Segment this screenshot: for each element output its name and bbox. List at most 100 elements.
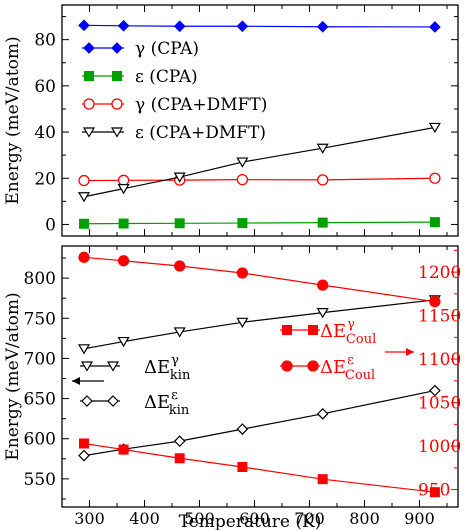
top-series-line [83, 126, 436, 198]
legend-label: ε (CPA) [135, 67, 198, 87]
top-data-point [317, 174, 329, 186]
top-data-point [77, 192, 91, 203]
legend-marker [111, 42, 123, 54]
bottom-legend-label: ΔEε kin [144, 388, 190, 418]
legend-label: γ (CPA) [135, 39, 199, 59]
bottom-data-point [79, 438, 89, 449]
bottom-data-point [316, 308, 329, 319]
top-y-tick-label: 60 [34, 77, 56, 97]
top-y-axis-label: Energy (meV/atom) [3, 36, 23, 204]
top-data-point [118, 218, 129, 229]
top-series-line [83, 177, 435, 182]
top-data-point [236, 20, 249, 33]
bottom-data-point [117, 255, 130, 267]
right-y-tick-label: 1200 [418, 263, 461, 283]
bottom-data-point [173, 327, 186, 338]
x-tick-label: 900 [404, 509, 435, 528]
legend-marker [82, 127, 96, 138]
bottom-data-point [117, 336, 130, 348]
bottom-series-line [83, 256, 435, 303]
legend-marker [84, 71, 94, 81]
bottom-y-tick-label: 600 [24, 430, 56, 450]
top-data-point [117, 184, 130, 195]
bottom-data-point [77, 344, 91, 355]
bottom-data-point [429, 384, 441, 397]
top-panel: 0 20 40 60 80 Energy (meV/atom) γ (CPA) ε (CPA)… [3, 4, 459, 237]
bottom-y-tick-label: 700 [24, 349, 56, 369]
legend-marker [83, 42, 95, 54]
bottom-legend-marker [281, 360, 293, 372]
x-tick-label: 300 [74, 509, 105, 528]
top-data-point [428, 122, 441, 134]
top-data-point [317, 217, 328, 228]
legend-label: γ (CPA+DMFT) [135, 95, 267, 115]
bottom-legend-marker [308, 325, 318, 335]
legend-marker [111, 98, 123, 110]
bottom-y-tick-label: 650 [24, 390, 56, 410]
bottom-y-axis-label: Energy (meV/atom) [3, 292, 23, 460]
top-data-point [316, 20, 329, 33]
bottom-data-point [118, 444, 129, 455]
top-data-point [117, 19, 130, 32]
top-data-point [316, 143, 329, 154]
x-tick-label: 700 [294, 509, 325, 528]
top-series-line [83, 221, 435, 225]
right-y-tick-label: 1150 [418, 307, 461, 327]
bottom-data-point [78, 449, 90, 462]
right-axis-arrow-head [406, 348, 414, 356]
bottom-plot-frame [61, 245, 459, 508]
bottom-data-point [429, 296, 441, 308]
bottom-legend-marker [282, 325, 292, 335]
top-series-line [83, 24, 435, 28]
bottom-y-tick-label: 800 [24, 269, 56, 289]
bottom-data-point [236, 317, 249, 328]
bottom-data-point [236, 267, 249, 279]
top-data-point [117, 174, 130, 186]
bottom-data-point [78, 251, 90, 263]
bottom-series-line [83, 442, 435, 493]
bottom-data-point [174, 453, 185, 464]
bottom-legend-label: ΔEε Coul [320, 353, 375, 383]
top-y-tick-label: 40 [34, 123, 56, 143]
legend-marker [110, 127, 124, 138]
bottom-legend-label: ΔEγ kin [144, 353, 191, 383]
bottom-series-line [83, 389, 436, 457]
bottom-y-tick-label: 750 [24, 309, 56, 329]
bottom-legend-marker [106, 361, 120, 372]
x-tick-label: 600 [239, 509, 270, 528]
bottom-legend-marker [307, 360, 319, 372]
bottom-legend-label: ΔEγ Coul [320, 317, 376, 347]
bottom-legend-marker [80, 361, 94, 372]
x-axis-label: Temperature (K) [179, 512, 322, 530]
bottom-data-point [317, 279, 329, 291]
x-tick-label: 800 [349, 509, 380, 528]
top-data-point [173, 20, 186, 33]
bottom-legend-marker [81, 395, 93, 407]
x-tick-label: 400 [129, 509, 160, 528]
x-tick-label: 500 [184, 509, 215, 528]
bottom-data-point [236, 423, 249, 435]
top-data-point [78, 174, 90, 187]
right-y-tick-label: 1000 [418, 437, 461, 457]
top-data-point [78, 19, 90, 32]
top-data-point [237, 218, 248, 229]
bottom-y-tick-label: 550 [24, 470, 56, 490]
legend-label: ε (CPA+DMFT) [135, 123, 266, 143]
right-y-tick-label: 1050 [418, 394, 461, 414]
top-data-point [173, 172, 186, 183]
bottom-data-point [173, 435, 186, 447]
top-data-point [174, 218, 185, 229]
top-y-tick-label: 20 [34, 169, 56, 189]
top-data-point [429, 172, 441, 184]
legend-marker [112, 71, 122, 81]
bottom-data-point [429, 487, 440, 498]
bottom-data-point [237, 461, 248, 472]
right-y-tick-label: 1100 [418, 350, 461, 370]
top-data-point [236, 173, 249, 186]
legend-marker [83, 98, 95, 110]
top-data-point [429, 21, 441, 33]
top-data-point [79, 218, 89, 229]
top-y-tick-label: 0 [45, 215, 56, 235]
top-data-point [236, 157, 249, 168]
